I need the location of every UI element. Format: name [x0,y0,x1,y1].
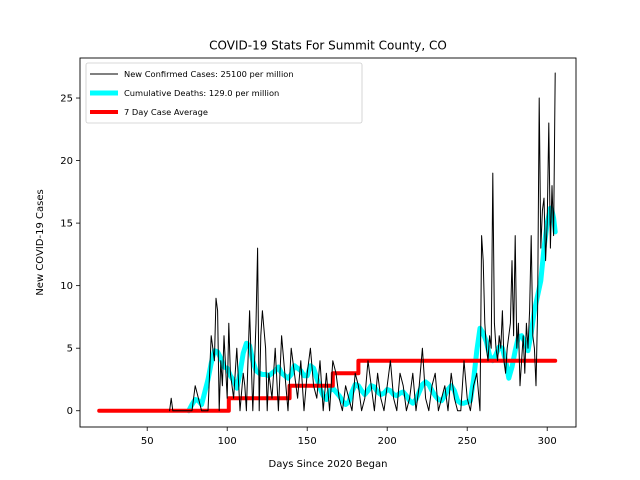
series-layer [97,72,558,414]
series-line-3 [97,358,558,413]
series-line-1 [169,72,556,412]
y-ticks: 0 5 10 15 20 25 [60,94,80,417]
x-tick-label: 100 [218,436,237,447]
x-tick-label: 200 [378,436,397,447]
x-tick-label: 300 [538,436,557,447]
x-ticks: 50 100 150 200 250 300 [141,427,557,447]
x-tick-label: 150 [298,436,317,447]
legend: New Confirmed Cases: 25100 per million Cu… [85,62,363,124]
legend-label-2: Cumulative Deaths: 129.0 per million [124,88,279,98]
chart-title: COVID-19 Stats For Summit County, CO [209,39,447,53]
y-tick-label: 15 [60,219,73,230]
x-tick-label: 50 [141,436,154,447]
plot-frame [79,57,577,428]
y-tick-label: 20 [60,156,73,167]
legend-label-3: 7 Day Case Average [124,107,208,117]
legend-label-1: New Confirmed Cases: 25100 per million [124,69,294,79]
y-tick-label: 5 [67,344,73,355]
x-tick-label: 250 [458,436,477,447]
legend-box [85,62,363,124]
y-tick-label: 10 [60,281,73,292]
y-axis-label: New COVID-19 Cases [35,189,46,295]
y-tick-label: 0 [67,406,73,417]
y-tick-label: 25 [60,94,73,105]
x-axis-label: Days Since 2020 Began [269,459,388,470]
